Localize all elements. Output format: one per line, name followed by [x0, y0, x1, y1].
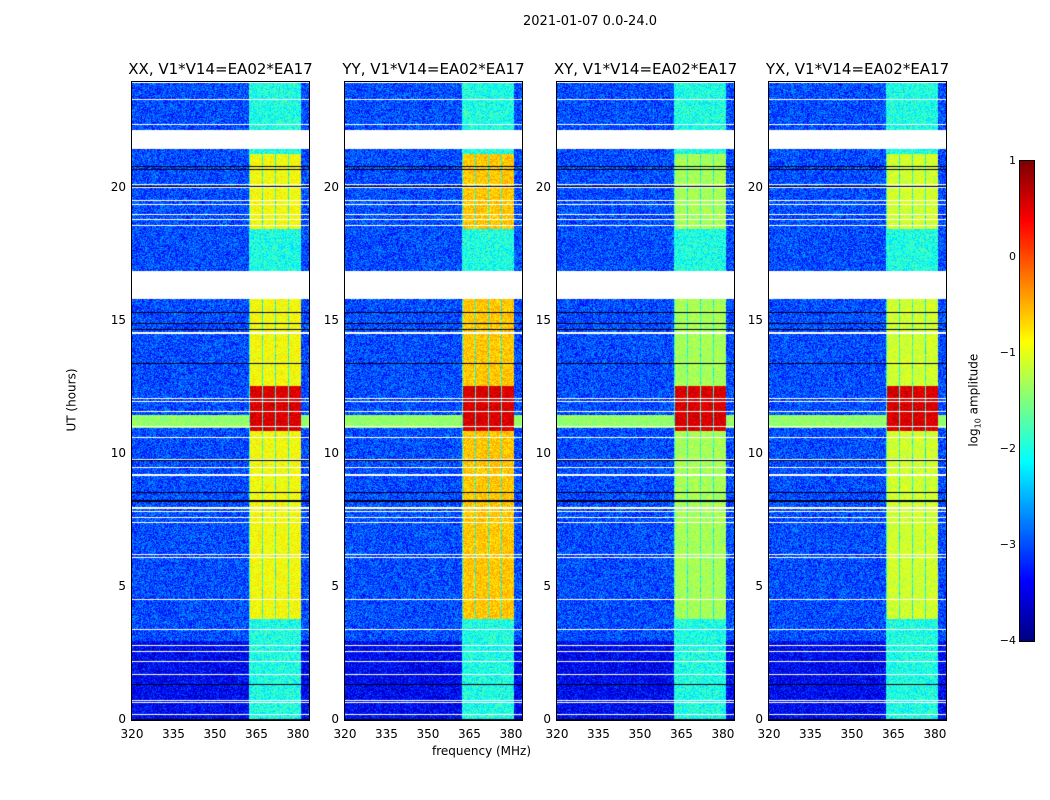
y-tick-label: 15	[535, 313, 551, 328]
x-tick-label: 365	[670, 727, 693, 741]
x-tick-label: 350	[203, 727, 227, 741]
colorbar: 1 0 −1 −2 −3 −4	[1000, 154, 1035, 647]
y-tick-label: 10	[110, 446, 126, 461]
panel-title: XX, V1*V14=EA02*EA17	[128, 60, 313, 78]
y-tick-label: 5	[118, 579, 126, 594]
colorbar-gradient	[1020, 161, 1034, 641]
waterfall-heatmap	[345, 82, 522, 720]
y-tick-label: 20	[747, 180, 763, 195]
x-tick-label: 350	[840, 727, 864, 741]
y-tick-label: 0	[755, 712, 763, 726]
y-tick-label: 15	[747, 313, 763, 328]
y-tick-label: 5	[543, 579, 551, 594]
colorbar-tick-label: −2	[999, 442, 1016, 455]
waterfall-heatmap	[557, 82, 734, 720]
x-tick-label: 365	[882, 727, 905, 741]
colorbar-tick-label: −1	[999, 346, 1016, 359]
y-tick-label: 10	[535, 446, 551, 461]
waterfall-panel-1: YY, V1*V14=EA02*EA17 320 335 350 365 380 0 5 10 1…	[324, 60, 525, 741]
waterfall-panel-0: XX, V1*V14=EA02*EA17 320 335 350 365 380 0 5 10 1…	[111, 60, 313, 741]
y-tick-label: 10	[747, 446, 763, 461]
colorbar-tick-label: 1	[1009, 154, 1016, 167]
colorbar-tick-label: −4	[999, 634, 1016, 647]
x-tick-label: 380	[923, 727, 947, 741]
x-tick-label: 335	[587, 727, 610, 741]
y-tick-label: 20	[110, 180, 126, 195]
x-tick-label: 380	[499, 727, 523, 741]
colorbar-tick-label: −3	[999, 538, 1016, 551]
x-tick-label: 335	[799, 727, 822, 741]
panel-title: YX, V1*V14=EA02*EA17	[765, 60, 950, 78]
x-tick-label: 350	[416, 727, 440, 741]
y-tick-label: 0	[331, 712, 339, 726]
x-tick-label: 320	[333, 727, 357, 741]
waterfall-panel-2: XY, V1*V14=EA02*EA17 320 335 350 365 380 0 5 10 1…	[536, 60, 737, 741]
y-tick-label: 5	[331, 579, 339, 594]
x-tick-label: 365	[458, 727, 481, 741]
y-tick-label: 15	[323, 313, 339, 328]
x-tick-label: 320	[120, 727, 144, 741]
y-tick-label: 0	[118, 712, 126, 726]
x-tick-label: 380	[711, 727, 735, 741]
colorbar-label: log10 amplitude	[966, 353, 983, 447]
y-tick-label: 0	[543, 712, 551, 726]
x-tick-label: 320	[757, 727, 781, 741]
x-tick-label: 320	[545, 727, 569, 741]
y-tick-label: 20	[323, 180, 339, 195]
figure-title: 2021-01-07 0.0-24.0	[523, 14, 657, 29]
y-tick-label: 10	[323, 446, 339, 461]
waterfall-panel-3: YX, V1*V14=EA02*EA17 320 335 350 365 380 0 5 10 1…	[748, 60, 949, 741]
y-tick-label: 5	[755, 579, 763, 594]
waterfall-heatmap	[769, 82, 946, 720]
colorbar-tick-label: 0	[1009, 250, 1016, 263]
x-tick-label: 335	[162, 727, 185, 741]
waterfall-heatmap	[132, 82, 309, 720]
x-axis-label: frequency (MHz)	[432, 744, 532, 758]
y-tick-label: 20	[535, 180, 551, 195]
y-axis-label: UT (hours)	[64, 368, 79, 432]
x-tick-label: 365	[245, 727, 268, 741]
x-tick-label: 350	[628, 727, 652, 741]
x-tick-label: 380	[286, 727, 310, 741]
y-tick-label: 15	[110, 313, 126, 328]
panel-title: XY, V1*V14=EA02*EA17	[553, 60, 738, 78]
x-tick-label: 335	[375, 727, 398, 741]
panel-title: YY, V1*V14=EA02*EA17	[342, 60, 525, 78]
